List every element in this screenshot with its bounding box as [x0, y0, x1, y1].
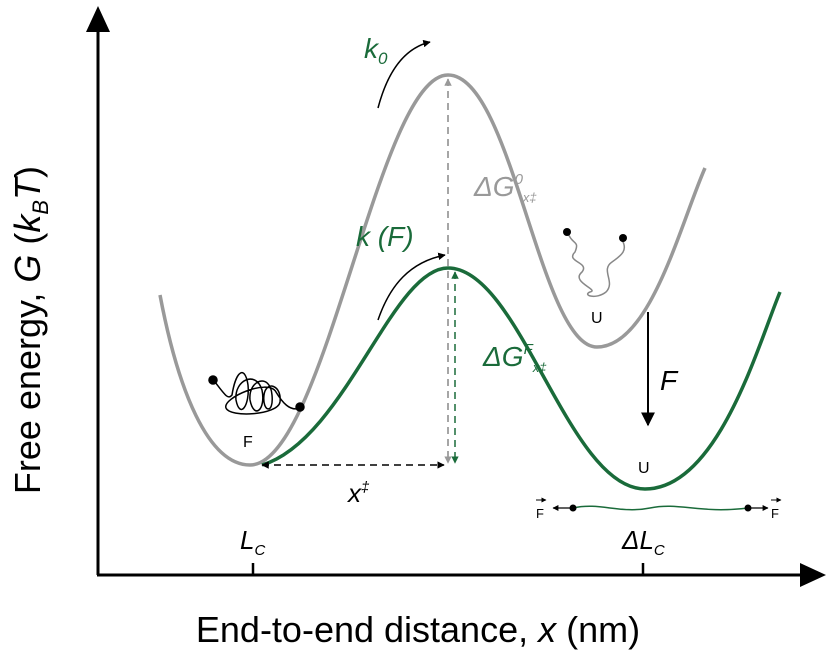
- folded-protein: [208, 372, 305, 415]
- y-arrow: [86, 6, 110, 32]
- x-axis-label: End-to-end distance, x (nm): [196, 609, 640, 650]
- unfolded-label: U: [638, 460, 650, 477]
- y-axis-label: Free energy, G (kBT): [7, 166, 53, 494]
- unperturbed-curve: [158, 73, 707, 467]
- force-curve: [261, 266, 782, 491]
- axes: [86, 6, 826, 587]
- dg0-label: ΔG0x‡: [473, 171, 537, 205]
- folded-label: F: [243, 434, 253, 451]
- force-vector-label: F: [536, 506, 544, 521]
- k0-label: k0: [364, 33, 388, 68]
- x-ts-label: x‡: [346, 478, 370, 508]
- force-label: F: [660, 365, 679, 396]
- force-vector-label: F: [771, 506, 779, 521]
- kf-arrow: [377, 252, 446, 321]
- stretched-protein: [536, 497, 782, 512]
- kf-label: k (F): [356, 221, 414, 252]
- unfolded-label: U: [591, 310, 603, 327]
- dgf-label: ΔGFx‡: [482, 341, 547, 375]
- x-tick-label: LC: [240, 525, 265, 559]
- unfolded-protein: [563, 228, 627, 298]
- x-tick-label: ΔLC: [621, 525, 665, 559]
- x-arrow: [800, 563, 826, 587]
- k0-arrow: [377, 39, 431, 109]
